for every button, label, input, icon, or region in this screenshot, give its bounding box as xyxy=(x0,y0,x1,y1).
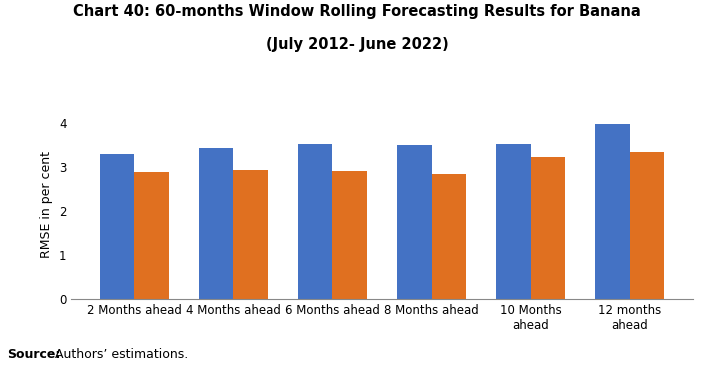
Bar xyxy=(233,170,268,299)
Bar xyxy=(100,154,134,299)
Y-axis label: RMSE in per cent: RMSE in per cent xyxy=(41,151,54,258)
Bar xyxy=(595,124,630,299)
Text: Source:: Source: xyxy=(7,348,61,361)
Bar xyxy=(198,148,233,299)
Text: Chart 40: 60-months Window Rolling Forecasting Results for Banana: Chart 40: 60-months Window Rolling Forec… xyxy=(73,4,641,19)
Bar xyxy=(496,144,531,299)
Bar xyxy=(531,157,565,299)
Text: (July 2012- June 2022): (July 2012- June 2022) xyxy=(266,36,448,51)
Bar xyxy=(397,145,431,299)
Text: Authors’ estimations.: Authors’ estimations. xyxy=(51,348,188,361)
Bar xyxy=(630,152,664,299)
Bar xyxy=(134,172,169,299)
Bar xyxy=(333,171,367,299)
Bar xyxy=(298,144,333,299)
Bar xyxy=(431,173,466,299)
